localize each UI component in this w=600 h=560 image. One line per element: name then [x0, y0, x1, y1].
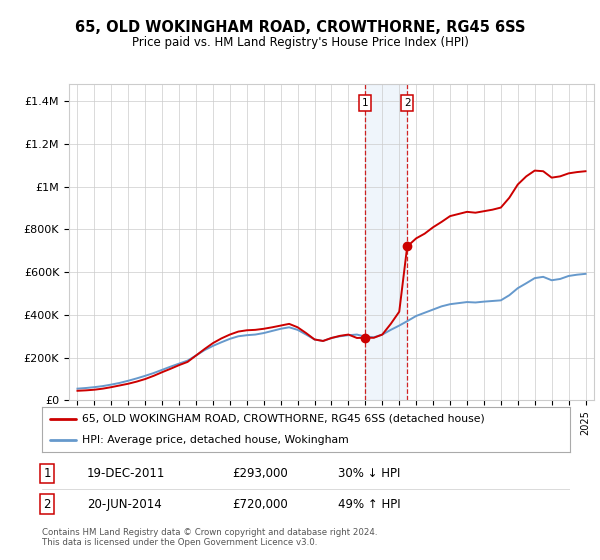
- Text: HPI: Average price, detached house, Wokingham: HPI: Average price, detached house, Woki…: [82, 435, 349, 445]
- Text: Price paid vs. HM Land Registry's House Price Index (HPI): Price paid vs. HM Land Registry's House …: [131, 36, 469, 49]
- Text: 2: 2: [404, 98, 410, 108]
- Text: 65, OLD WOKINGHAM ROAD, CROWTHORNE, RG45 6SS: 65, OLD WOKINGHAM ROAD, CROWTHORNE, RG45…: [75, 20, 525, 35]
- Text: 1: 1: [44, 467, 51, 480]
- Text: 19-DEC-2011: 19-DEC-2011: [87, 467, 165, 480]
- Text: 30% ↓ HPI: 30% ↓ HPI: [338, 467, 400, 480]
- Text: Contains HM Land Registry data © Crown copyright and database right 2024.
This d: Contains HM Land Registry data © Crown c…: [42, 528, 377, 547]
- Text: 49% ↑ HPI: 49% ↑ HPI: [338, 498, 400, 511]
- Text: £293,000: £293,000: [232, 467, 288, 480]
- Text: 2: 2: [44, 498, 51, 511]
- Text: 1: 1: [362, 98, 368, 108]
- Bar: [365, 84, 407, 400]
- Text: 20-JUN-2014: 20-JUN-2014: [87, 498, 161, 511]
- Text: 65, OLD WOKINGHAM ROAD, CROWTHORNE, RG45 6SS (detached house): 65, OLD WOKINGHAM ROAD, CROWTHORNE, RG45…: [82, 414, 484, 424]
- Text: £720,000: £720,000: [232, 498, 288, 511]
